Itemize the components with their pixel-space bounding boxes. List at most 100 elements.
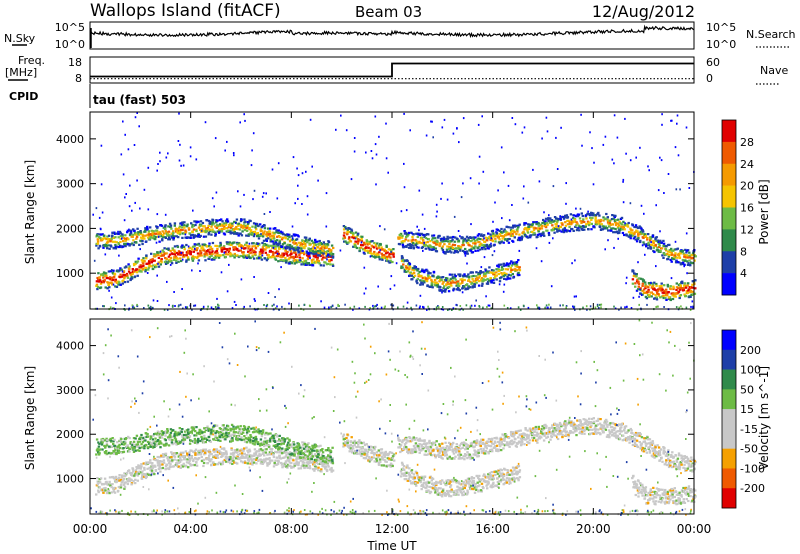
power-cell [337, 305, 339, 307]
power-cell [128, 229, 130, 231]
power-cell [591, 147, 593, 149]
power-cell [262, 254, 264, 256]
power-cell [429, 272, 431, 274]
power-cell [239, 228, 241, 230]
velocity-cell [139, 441, 141, 443]
velocity-cell [146, 476, 148, 478]
power-cell [465, 284, 467, 286]
power-cell [203, 306, 205, 308]
power-cell [554, 228, 556, 230]
velocity-cell [182, 452, 184, 454]
velocity-cell [325, 466, 327, 468]
power-cell [225, 256, 227, 258]
power-cell [268, 256, 270, 258]
nsky-tick-bottom: 10^0 [55, 38, 85, 51]
power-cell [420, 275, 422, 277]
power-cell [248, 245, 250, 247]
velocity-cell [150, 446, 152, 448]
power-cell [500, 264, 502, 266]
power-cell [130, 278, 132, 280]
power-cell [663, 284, 665, 286]
power-cell [139, 208, 141, 210]
power-cell [622, 221, 624, 223]
power-cell [518, 306, 520, 308]
power-cell [440, 279, 442, 281]
power-cell [497, 189, 499, 191]
power-cell [418, 229, 420, 231]
power-cell [499, 280, 501, 282]
power-cell [603, 144, 605, 146]
power-cell [154, 260, 156, 262]
power-cell [430, 121, 432, 123]
power-cell [136, 268, 138, 270]
power-cell [247, 221, 249, 223]
power-cell [457, 280, 459, 282]
power-cell [487, 283, 489, 285]
power-cell [347, 241, 349, 243]
power-cell [205, 219, 207, 221]
power-cell [655, 204, 657, 206]
power-cell [184, 248, 186, 250]
power-cell [630, 235, 632, 237]
power-cell [662, 257, 664, 259]
power-cell [99, 279, 101, 281]
power-cell [423, 271, 425, 273]
power-cell [512, 241, 514, 243]
power-cell [508, 238, 510, 240]
power-cell [578, 214, 580, 216]
power-cell [267, 304, 269, 306]
power-cell [156, 229, 158, 231]
power-cell [179, 160, 181, 162]
velocity-cell [118, 486, 120, 488]
power-cell [443, 236, 445, 238]
power-cell [573, 230, 575, 232]
power-cell [215, 233, 217, 235]
power-cell [118, 270, 120, 272]
power-cell [498, 273, 500, 275]
power-cell [190, 253, 192, 255]
velocity-cell [108, 492, 110, 494]
power-cell [205, 252, 207, 254]
power-cell [399, 243, 401, 245]
velocity-cell [243, 447, 245, 449]
power-cell [442, 249, 444, 251]
power-cell [226, 141, 228, 143]
power-cell [243, 113, 245, 115]
power-cell [553, 185, 555, 187]
power-cell [538, 233, 540, 235]
power-cell [158, 236, 160, 238]
power-cell [261, 242, 263, 244]
power-cell [138, 244, 140, 246]
power-cell [633, 233, 635, 235]
power-cell [658, 241, 660, 243]
power-cell [323, 264, 325, 266]
power-cell [417, 247, 419, 249]
power-cell [675, 146, 677, 148]
velocity-cell [119, 447, 121, 449]
power-cell [175, 260, 177, 262]
power-cell [572, 306, 574, 308]
power-cell [451, 274, 453, 276]
velocity-cell [113, 439, 115, 441]
velocity-cell [255, 462, 257, 464]
power-panel-bg [90, 112, 694, 309]
power-cell [547, 307, 549, 309]
power-cell [599, 225, 601, 227]
velocity-cell [278, 461, 280, 463]
power-cell [411, 278, 413, 280]
power-cell [467, 242, 469, 244]
power-cell [541, 227, 543, 229]
power-cell [662, 295, 664, 297]
power-cell [566, 214, 568, 216]
power-cell [370, 248, 372, 250]
velocity-cell [174, 456, 176, 458]
freq-tick-bottom: 8 [75, 72, 82, 85]
power-cell [236, 232, 238, 234]
power-cell [180, 165, 182, 167]
power-cell [513, 269, 515, 271]
power-cell [558, 225, 560, 227]
power-cell [190, 155, 192, 157]
power-cell [108, 286, 110, 288]
power-cell [482, 307, 484, 309]
velocity-cell [149, 459, 151, 461]
